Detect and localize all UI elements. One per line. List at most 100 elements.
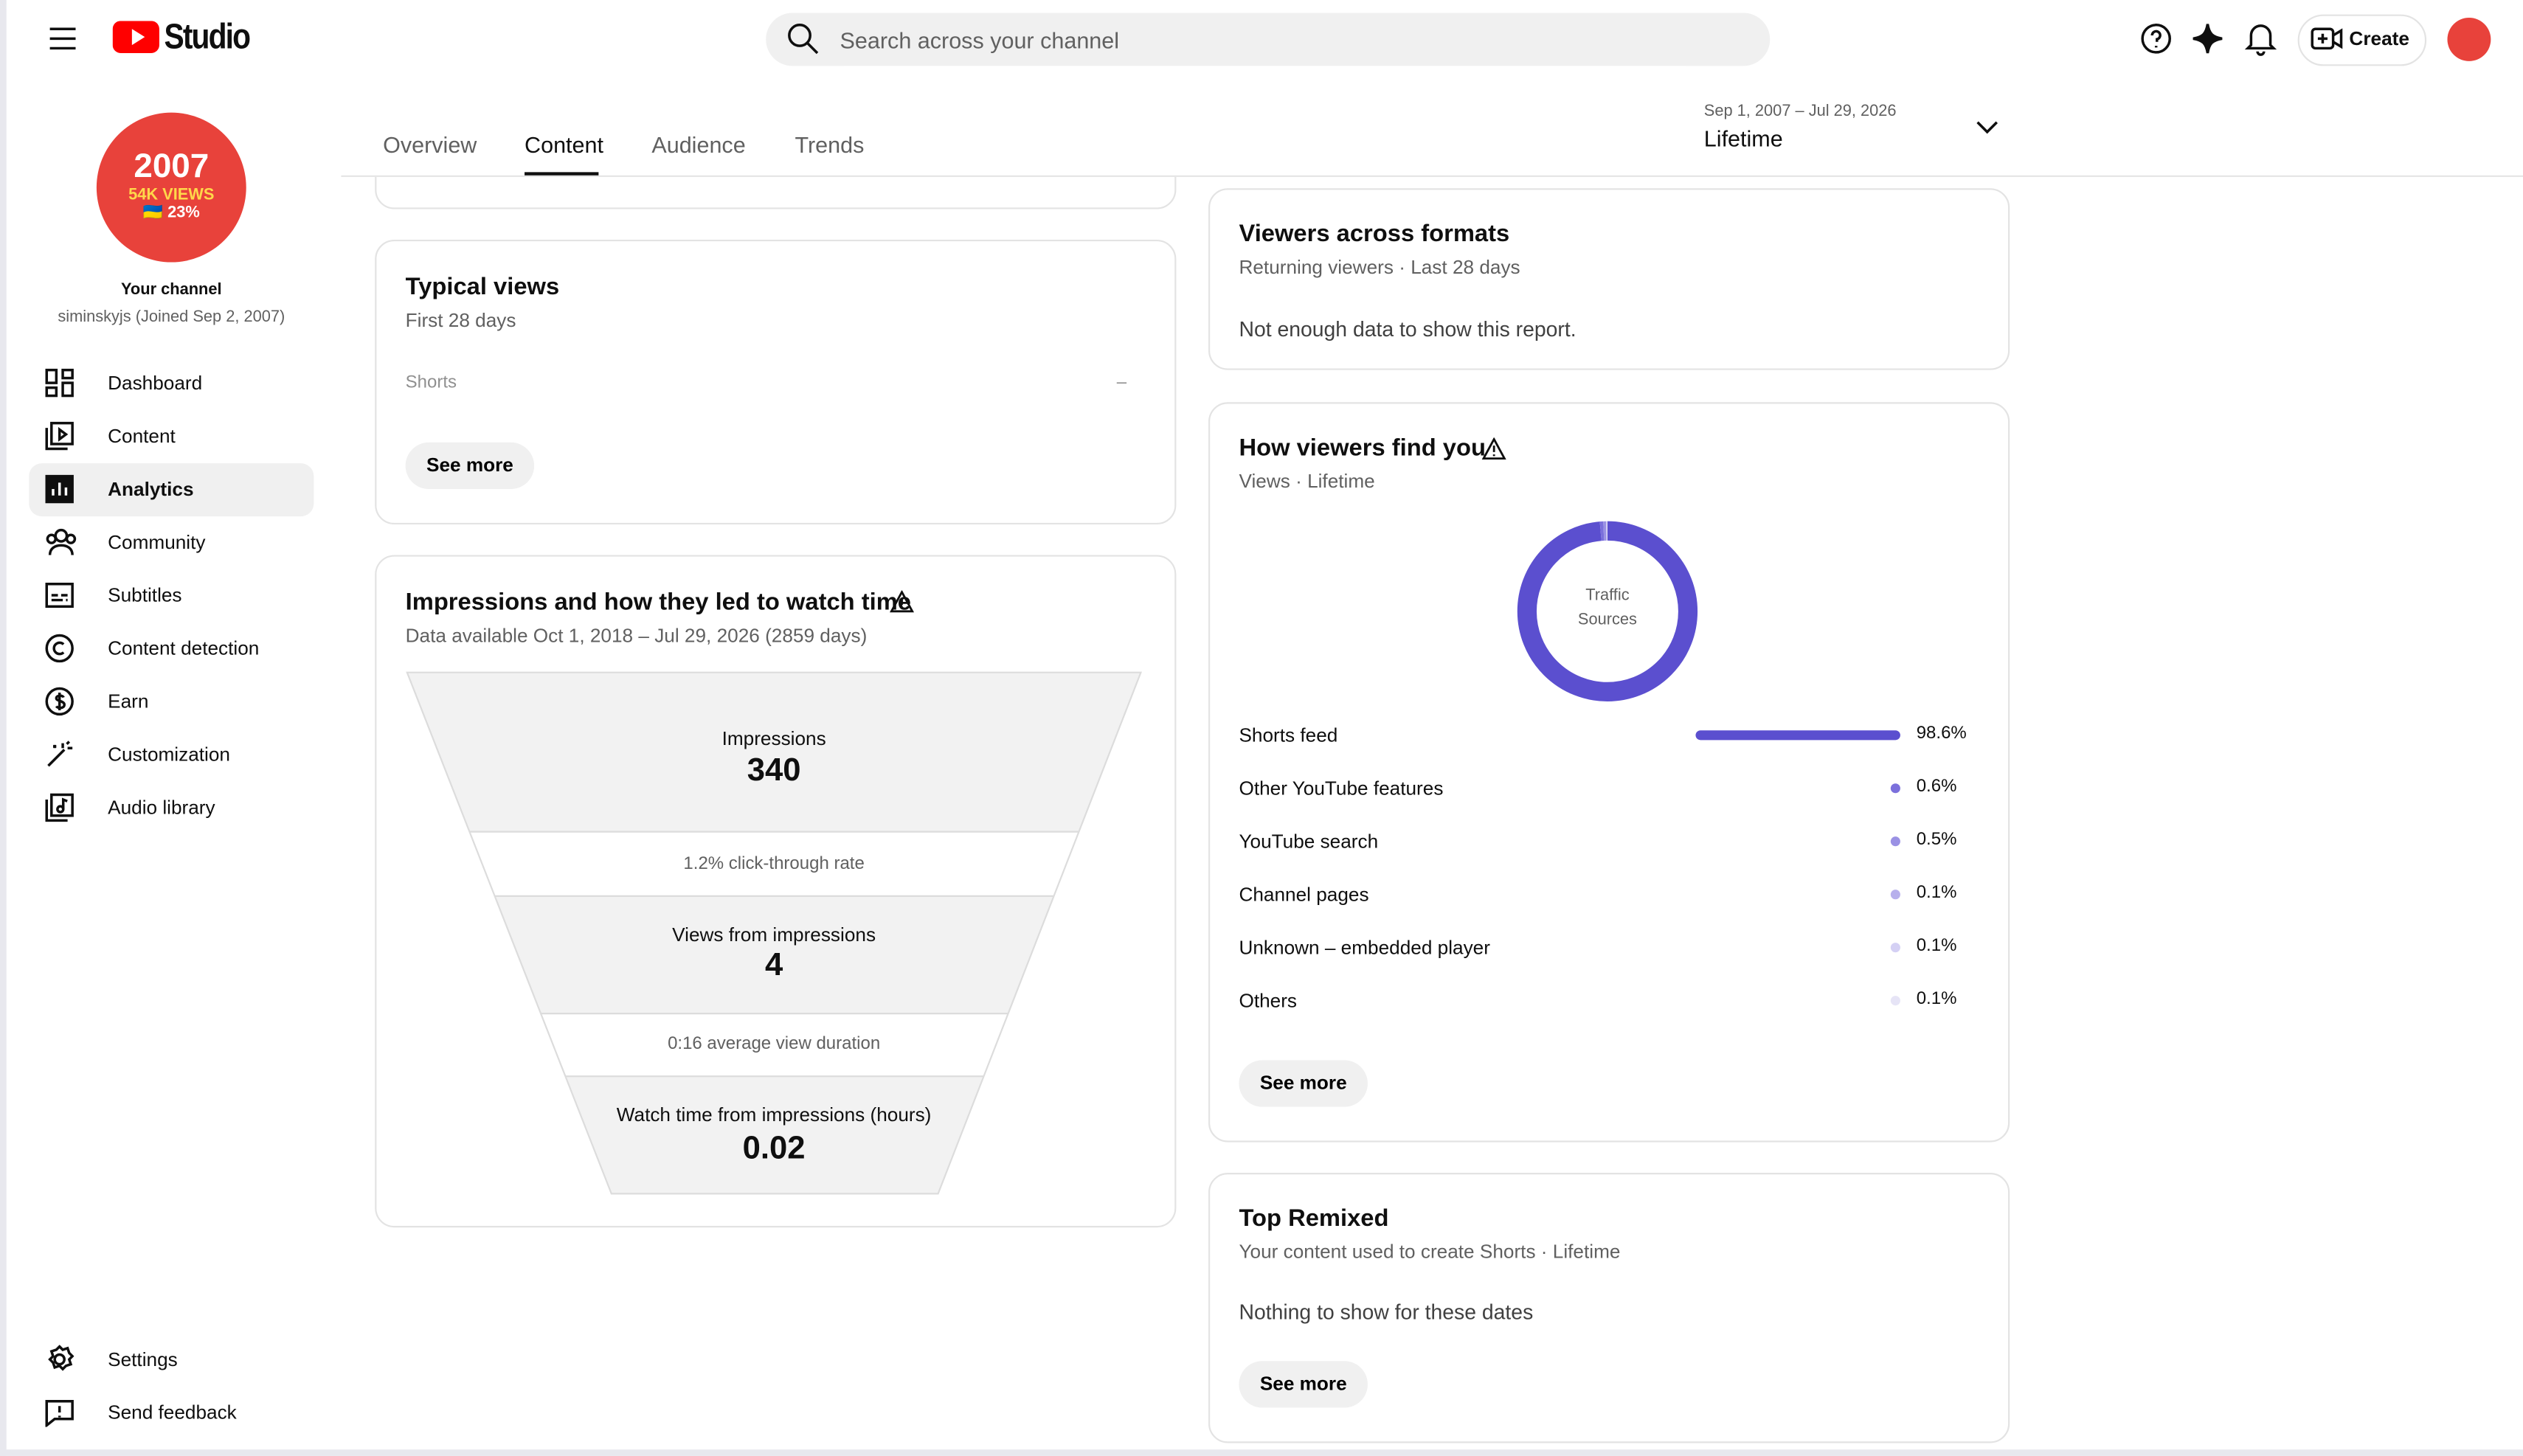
help-icon[interactable] [2140,23,2173,55]
sparkle-icon[interactable] [2192,23,2224,55]
warning-icon [1481,437,1506,460]
date-label[interactable]: Lifetime [1703,125,1783,152]
channel-title: Your channel [120,281,222,299]
traffic-percent: 0.5% [1916,830,1957,850]
card-title: Impressions and how they led to watch ti… [405,589,912,617]
funnel [406,671,1143,1195]
traffic-dot [1890,783,1900,794]
see-more-button[interactable]: See more [405,442,535,490]
card-title: How viewers find you [1239,434,1486,462]
nav-item[interactable]: Analytics [108,477,194,501]
nav-item[interactable]: Settings [108,1348,178,1371]
card-subtitle: Your content used to create Shorts · Lif… [1239,1240,1621,1263]
search-box[interactable] [766,13,1771,66]
channel-avatar[interactable]: 2007 54K VIEWS 🇺🇦 23% [96,112,246,263]
nav-icon [45,1400,74,1427]
traffic-percent: 98.6% [1916,724,1967,743]
nav-item[interactable]: Earn [108,690,149,713]
card-subtitle: Data available Oct 1, 2018 – Jul 29, 202… [405,624,868,647]
tab[interactable]: Trends [795,131,865,158]
nav-icon [48,1345,75,1371]
nav-item[interactable]: Send feedback [108,1401,237,1424]
search-placeholder[interactable]: Search across your channel [840,27,1120,53]
traffic-dot [1890,996,1900,1006]
funnel-value: 340 [747,752,801,788]
nav-item[interactable]: Customization [108,743,230,766]
traffic-source: Unknown – embedded player [1239,936,1490,959]
message: Not enough data to show this report. [1239,316,1577,342]
see-more-button[interactable]: See more [1239,1060,1368,1107]
traffic-chart [1517,521,1900,1006]
nav-item[interactable]: Dashboard [108,371,203,395]
funnel-stage [406,672,1141,832]
funnel-label: Impressions [721,727,826,750]
traffic-source: Shorts feed [1239,724,1338,747]
nav-icon [45,368,74,398]
nav-item[interactable]: Community [108,530,206,554]
card-title: Typical views [405,273,560,301]
traffic-percent: 0.1% [1916,936,1957,956]
funnel-divider [406,831,1141,1078]
traffic-dot [1890,890,1900,900]
traffic-percent: 0.1% [1916,883,1957,903]
card-subtitle: Views · Lifetime [1239,469,1375,493]
tab[interactable]: Content [525,131,604,158]
see-more-button[interactable]: See more [1239,1361,1368,1408]
card-subtitle: Returning viewers · Last 28 days [1239,255,1520,279]
funnel-label: Views from impressions [672,923,876,946]
nav-highlight [29,463,314,517]
donut-segment [1517,521,1698,701]
avatar-text: 2007 [134,148,210,185]
traffic-source: Other YouTube features [1239,777,1444,800]
nav-icon [45,687,74,716]
nav-item[interactable]: Audio library [108,796,215,819]
nav-icon [47,741,73,767]
traffic-bar [1695,730,1900,741]
channel-subtitle: siminskyjs (Joined Sep 2, 2007) [58,308,285,327]
traffic-percent: 0.6% [1916,777,1957,797]
nav-item[interactable]: Content detection [108,637,260,660]
nav-icon [46,528,77,555]
nav-item[interactable]: Content [108,424,176,448]
donut-center: Sources [1577,611,1637,629]
create-icon [2311,27,2343,50]
nav-icon [45,583,74,609]
create-button[interactable] [2297,14,2427,66]
search-icon[interactable] [787,23,820,55]
traffic-dot [1890,836,1900,847]
funnel-value: 0.02 [742,1131,806,1167]
card-subtitle: First 28 days [405,308,516,332]
nav-icon [45,793,74,822]
bell-icon[interactable] [2244,21,2277,56]
date-range[interactable]: Sep 1, 2007 – Jul 29, 2026 [1703,103,1897,121]
account-avatar[interactable] [2447,17,2491,61]
card-title: Viewers across formats [1239,220,1510,248]
nav-item[interactable]: Subtitles [108,583,182,607]
menu-icon[interactable] [48,26,77,52]
tab-underline [525,172,599,176]
logo-text[interactable]: Studio [164,15,251,57]
tab[interactable]: Overview [383,131,477,158]
funnel-outline [406,671,1143,1195]
nav-icon [45,634,74,663]
message: Nothing to show for these dates [1239,1300,1534,1325]
tab[interactable]: Audience [651,131,746,158]
funnel-rate: 1.2% click-through rate [683,854,865,874]
nav-icon [45,474,74,504]
row-label: Shorts [405,373,457,393]
avatar-text: 54K VIEWS [128,187,215,205]
traffic-percent: 0.1% [1916,989,1957,1009]
youtube-logo[interactable] [112,21,161,55]
traffic-source: YouTube search [1239,830,1379,853]
funnel-rate: 0:16 average view duration [668,1034,881,1054]
funnel-value: 4 [764,947,783,983]
tabs-bar [341,80,2523,177]
create-label[interactable]: Create [2349,27,2409,50]
dropdown-icon[interactable] [1976,119,1998,135]
traffic-source: Channel pages [1239,883,1369,906]
nav-icon [45,421,74,451]
funnel-label: Watch time from impressions (hours) [616,1103,932,1126]
warning-icon [890,590,914,613]
